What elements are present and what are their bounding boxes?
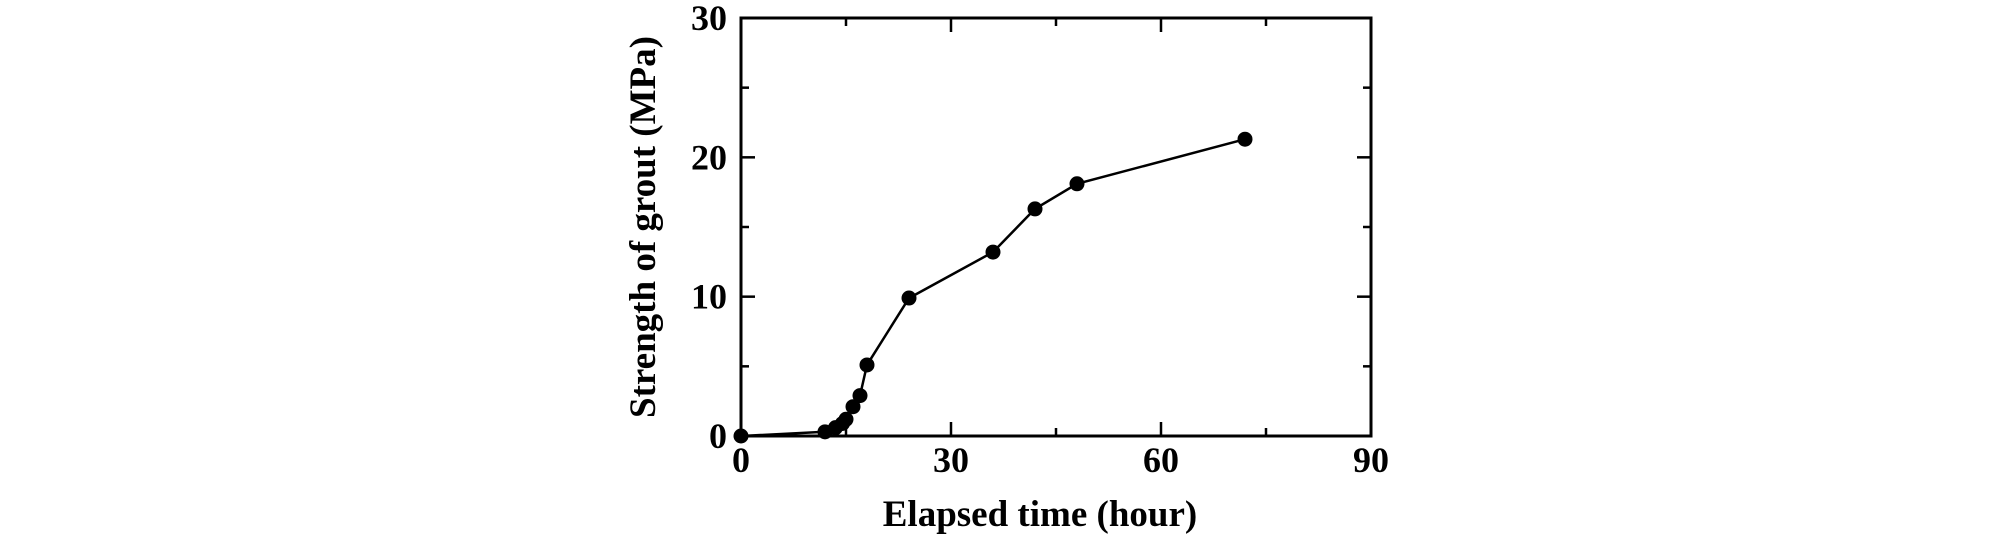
data-point <box>852 388 868 404</box>
y-axis-title: Strength of grout (MPa) <box>623 36 664 418</box>
data-point <box>1069 176 1085 192</box>
y-tick-label: 30 <box>691 0 727 38</box>
data-point <box>901 290 917 306</box>
data-point <box>733 428 749 444</box>
data-point <box>1027 201 1043 217</box>
data-points <box>733 131 1253 444</box>
data-point <box>985 244 1001 260</box>
tick-labels: 0 30 60 90 0 10 20 30 <box>691 0 1389 480</box>
data-point <box>859 357 875 373</box>
x-tick-label: 90 <box>1353 440 1389 480</box>
x-tick-label: 0 <box>732 440 750 480</box>
y-tick-label: 0 <box>709 416 727 456</box>
series-line <box>740 137 1246 438</box>
x-axis-title: Elapsed time (hour) <box>883 494 1198 535</box>
y-tick-label: 10 <box>691 277 727 317</box>
y-tick-label: 20 <box>691 137 727 177</box>
data-point <box>838 411 854 427</box>
data-point <box>845 399 861 415</box>
data-point <box>1237 131 1253 147</box>
axis-ticks <box>739 16 1373 438</box>
x-tick-label: 30 <box>933 440 969 480</box>
x-tick-label: 60 <box>1143 440 1179 480</box>
plot-frame <box>739 16 1373 438</box>
